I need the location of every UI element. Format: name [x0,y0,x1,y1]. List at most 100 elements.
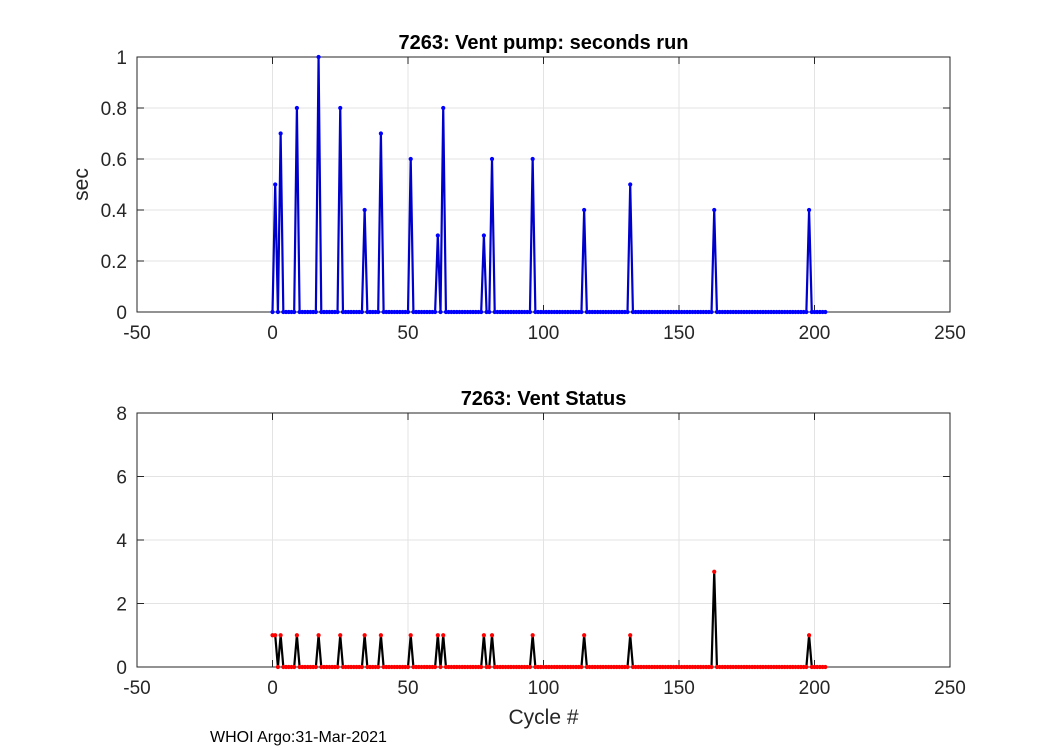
data-point [338,633,343,638]
data-point [378,131,383,136]
data-point [435,233,440,238]
data-point [712,569,717,574]
data-point [294,105,299,111]
data-point [823,664,828,670]
x-tick-label: 250 [934,678,966,699]
data-point [804,309,809,315]
x-tick-label: 100 [528,323,560,344]
data-point [275,309,281,315]
x-tick-label: 100 [528,678,560,699]
y-tick-label: 0.4 [101,201,128,222]
data-point [335,309,340,315]
data-point [313,309,318,315]
data-point [527,309,533,315]
x-tick-label: 150 [663,678,695,699]
data-point [433,309,438,315]
data-point [487,309,492,315]
x-tick-label: 0 [267,678,278,699]
x-tick-label: 200 [799,678,831,699]
x-tick-label: 0 [267,323,278,344]
x-tick-label: 50 [397,678,418,699]
data-point [579,664,584,670]
data-point [441,105,446,111]
x-tick-label: -50 [123,323,150,344]
data-point [435,633,440,638]
y-tick-label: 0.2 [101,252,127,273]
data-point [378,633,383,638]
data-point [338,105,343,111]
data-point [709,309,714,315]
data-point [405,664,411,670]
data-point [489,156,495,162]
data-point [438,309,443,315]
data-point [359,309,365,315]
data-point [278,633,283,638]
x-tick-label: 200 [799,323,831,344]
data-point [362,207,367,213]
chart-title: 7263: Vent Status [461,388,627,410]
data-point [292,664,297,670]
data-point [709,664,714,670]
data-point [405,309,411,315]
data-point [487,664,492,670]
y-tick-label: 4 [116,531,127,552]
data-point [376,664,381,670]
data-point [530,633,535,638]
data-point [628,182,633,187]
footer-text: WHOI Argo:31-Mar-2021 [210,729,387,746]
data-point [489,633,495,638]
data-point [479,664,484,670]
data-point [479,309,484,315]
x-axis-label: Cycle # [508,706,578,729]
data-point [481,633,486,638]
data-point [359,664,365,670]
x-tick-label: 50 [397,323,418,344]
data-point [712,207,717,213]
data-point [408,156,413,162]
data-point [527,664,533,670]
y-axis-label: sec [70,168,93,201]
data-point [316,54,321,60]
data-point [335,664,340,670]
data-point [438,664,443,670]
data-point [582,207,587,213]
y-tick-label: 2 [116,595,127,616]
data-point [579,309,584,315]
y-tick-label: 8 [116,404,127,425]
data-point [806,633,812,638]
y-tick-label: 0.6 [101,150,127,171]
data-point [408,633,413,638]
data-point [530,156,535,162]
data-point [628,633,633,638]
x-tick-label: -50 [123,678,150,699]
data-point [625,309,630,315]
data-point [582,633,587,638]
data-point [804,664,809,670]
data-point [270,309,275,315]
data-point [823,309,828,315]
data-point [275,664,281,670]
x-tick-label: 150 [663,323,695,344]
data-point [806,207,812,213]
data-point [294,633,299,638]
data-point [441,633,446,638]
y-tick-label: 0 [116,303,127,324]
data-point [313,664,318,670]
data-point [316,633,321,638]
data-point [362,633,367,638]
y-tick-label: 6 [116,468,127,489]
y-tick-label: 0.8 [101,99,127,120]
chart-title: 7263: Vent pump: seconds run [398,32,688,54]
data-point [273,182,278,187]
y-tick-label: 0 [116,658,127,679]
data-point [278,131,283,136]
data-point [292,309,297,315]
data-point [481,233,486,238]
data-point [625,664,630,670]
data-point [433,664,438,670]
y-tick-label: 1 [116,48,127,69]
x-tick-label: 250 [934,323,966,344]
